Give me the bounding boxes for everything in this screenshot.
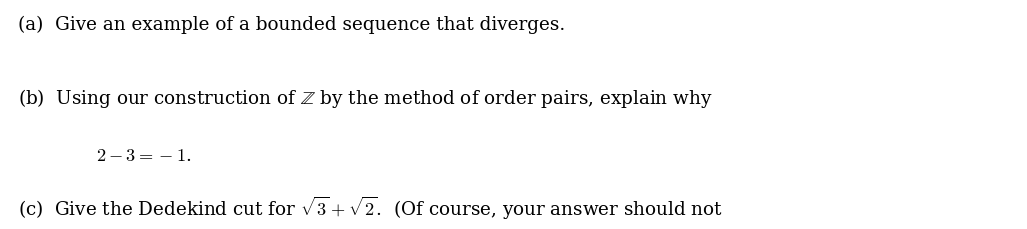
Text: (c)  Give the Dedekind cut for $\sqrt{3} + \sqrt{2}$.  (Of course, your answer s: (c) Give the Dedekind cut for $\sqrt{3} … [18,195,724,222]
Text: $2 - 3 = -1$.: $2 - 3 = -1$. [96,147,191,165]
Text: (a)  Give an example of a bounded sequence that diverges.: (a) Give an example of a bounded sequenc… [18,16,566,34]
Text: (b)  Using our construction of $\mathbb{Z}$ by the method of order pairs, explai: (b) Using our construction of $\mathbb{Z… [18,87,713,110]
